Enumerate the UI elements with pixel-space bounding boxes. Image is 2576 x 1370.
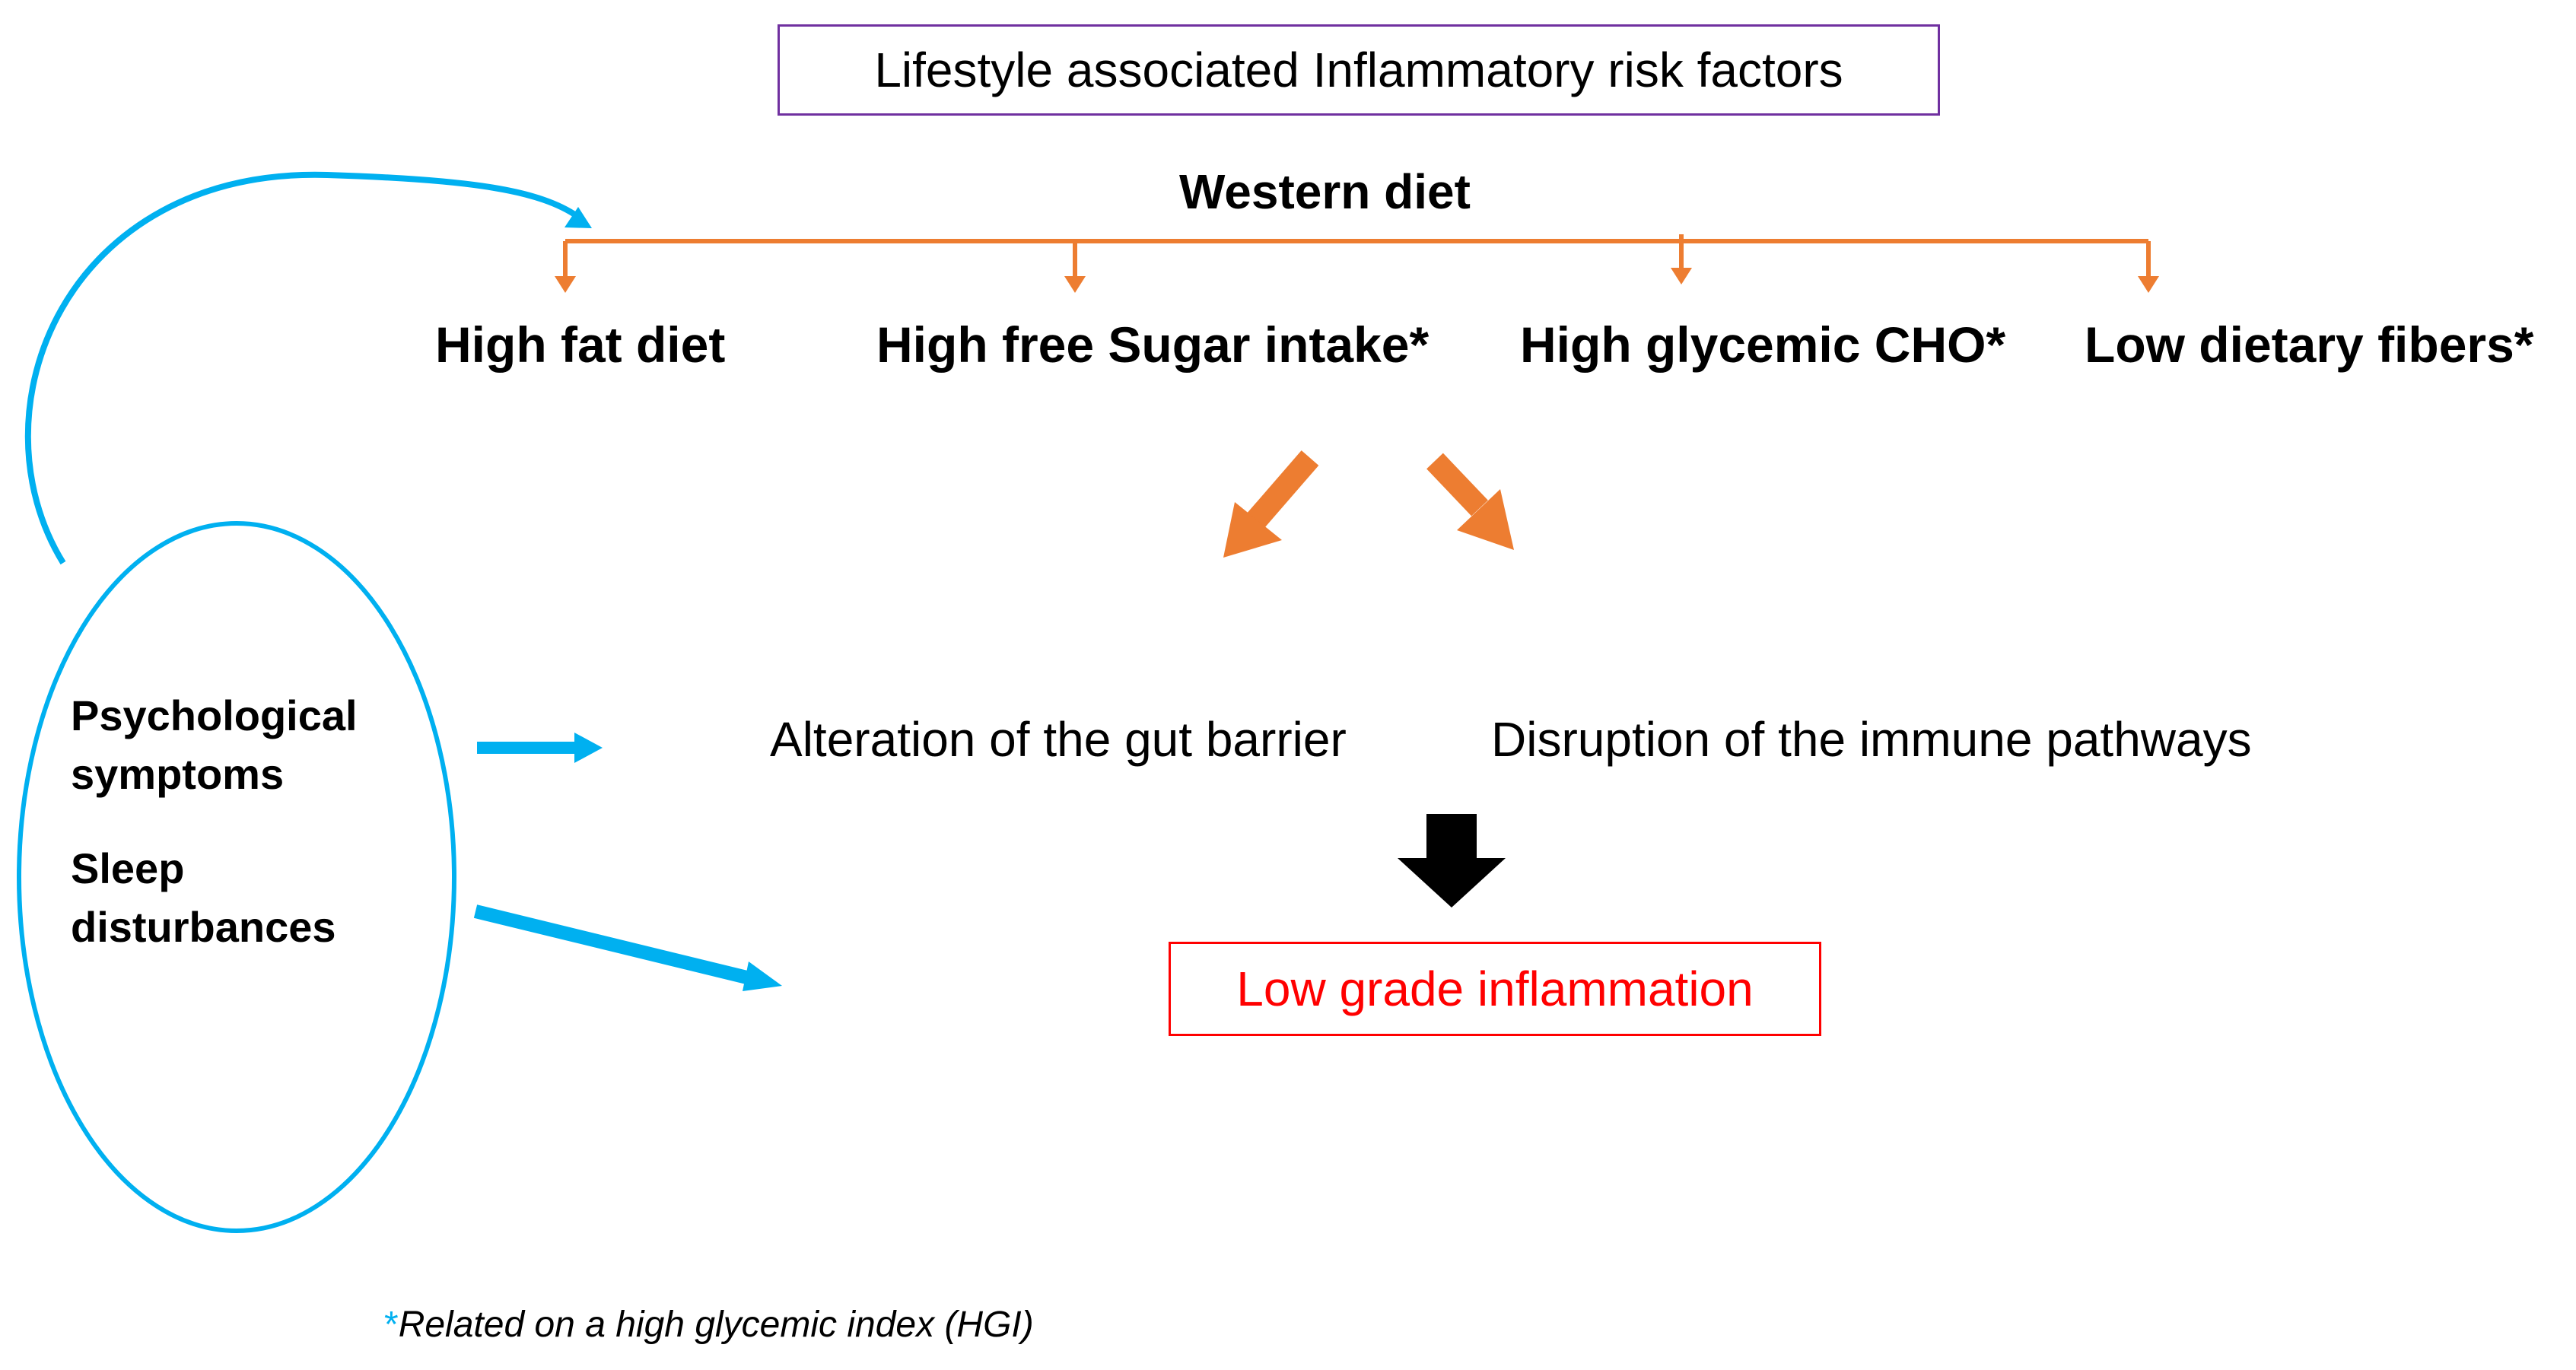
outcome-text: Low grade inflammation [1236,962,1754,1016]
down-arrow [1398,814,1506,908]
footnote-marker: * [384,1305,399,1345]
blue-arrow-to-inflammation [473,904,782,991]
effect-immune-pathways: Disruption of the immune pathways [1491,712,2252,767]
blue-curved-arrow [24,171,580,565]
orange-diagonal-arrow-right [1426,453,1514,550]
factor-high-fat-diet: High fat diet [435,316,726,373]
factor-high-free-sugar-intake: High free Sugar intake* [876,316,1430,373]
blue-arrow-to-gut-barrier [477,733,603,763]
blue-curved-arrowhead [564,207,592,228]
sleep-line-2: disturbances [71,903,336,952]
title-box: Lifestyle associated Inflammatory risk f… [778,24,1940,116]
outcome-box: Low grade inflammation [1169,942,1821,1036]
psychological-ellipse [17,521,456,1233]
sleep-disturbances-label: Sleep disturbances [71,839,336,957]
bracket-arrowhead-3 [1671,268,1692,284]
factor-low-dietary-fibers: Low dietary fibers* [2085,316,2534,373]
sleep-line-1: Sleep [71,844,185,892]
western-diet-bracket [563,234,2151,278]
title-text: Lifestyle associated Inflammatory risk f… [874,43,1843,97]
footnote: *Related on a high glycemic index (HGI) [384,1307,1034,1343]
bracket-arrowhead-2 [1064,276,1086,293]
psychological-line-1: Psychological [71,691,358,739]
psychological-symptoms-label: Psychological symptoms [71,686,358,804]
orange-diagonal-arrow-left [1223,450,1319,558]
bracket-arrowhead-4 [2138,276,2159,293]
psychological-line-2: symptoms [71,750,285,799]
factor-high-glycemic-cho: High glycemic CHO* [1520,316,2006,373]
bracket-arrowhead-1 [555,276,576,293]
footnote-text: Related on a high glycemic index (HGI) [398,1305,1034,1345]
effect-gut-barrier: Alteration of the gut barrier [770,712,1347,767]
western-diet-label: Western diet [1179,164,1471,219]
